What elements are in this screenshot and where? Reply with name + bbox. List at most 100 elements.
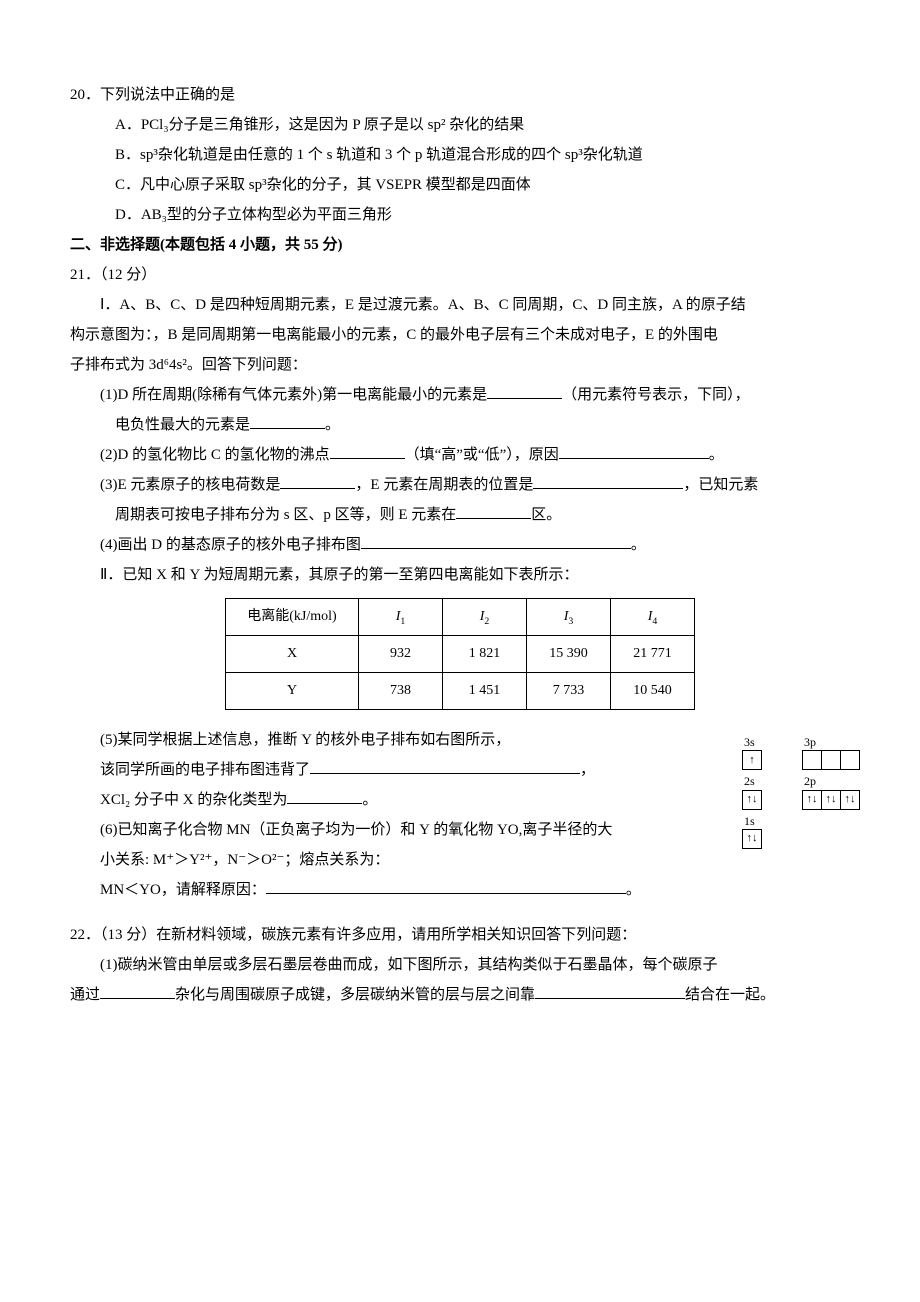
td: X <box>226 635 359 672</box>
q21-5-c: ， <box>580 762 595 778</box>
q21-partII: Ⅱ．已知 X 和 Y 为短周期元素，其原子的第一至第四电离能如下表所示： <box>70 560 850 590</box>
table-row: 电离能(kJ/mol) I1 I2 I3 I4 <box>226 598 695 635</box>
orb-row-1: 1s ↑↓ <box>742 814 860 849</box>
orb-box: ↑↓ <box>802 790 822 810</box>
orb-label-2p: 2p <box>802 774 816 788</box>
q21-3-a: (3)E 元素原子的核电荷数是 <box>100 477 280 493</box>
q21-4-b: 。 <box>631 537 646 553</box>
table-row: X 932 1 821 15 390 21 771 <box>226 635 695 672</box>
td: 738 <box>359 672 443 709</box>
td: 1 821 <box>443 635 527 672</box>
orb-box <box>802 750 822 770</box>
q21-2-a: (2)D 的氢化物比 C 的氢化物的沸点 <box>100 447 330 463</box>
q21-partI-l2: 构示意图为：，B 是同周期第一电离能最小的元素，C 的最外电子层有三个未成对电子… <box>70 320 850 350</box>
blank <box>250 413 325 429</box>
q20-opt-a: A．PCl₃分子是三角锥形，这是因为 P 原子是以 sp² 杂化的结果 <box>70 110 850 140</box>
td: 10 540 <box>611 672 695 709</box>
blank <box>100 983 175 999</box>
orb-box: ↑↓ <box>742 829 762 849</box>
q21-5-l3: XCl₂ 分子中 X 的杂化类型为 。 <box>70 785 680 815</box>
q22-1-b: 通过 <box>70 987 100 1003</box>
blank <box>535 983 685 999</box>
q21-5-e: 。 <box>362 792 377 808</box>
q20-opt-d: D．AB₃型的分子立体构型必为平面三角形 <box>70 200 850 230</box>
th-i1: I1 <box>359 598 443 635</box>
q21-1-a: (1)D 所在周期(除稀有气体元素外)第一电离能最小的元素是 <box>100 387 487 403</box>
orb-box: ↑↓ <box>840 790 860 810</box>
orb-label-1s: 1s <box>742 814 755 828</box>
q21-5-l1: (5)某同学根据上述信息，推断 Y 的核外电子排布如右图所示， <box>70 725 680 755</box>
table-row: Y 738 1 451 7 733 10 540 <box>226 672 695 709</box>
td: 21 771 <box>611 635 695 672</box>
th-i4: I4 <box>611 598 695 635</box>
q21-1: (1)D 所在周期(除稀有气体元素外)第一电离能最小的元素是 （用元素符号表示，下… <box>70 380 850 410</box>
blank <box>287 788 362 804</box>
blank <box>330 443 405 459</box>
blank <box>487 383 562 399</box>
q21-1-d: 。 <box>325 417 340 433</box>
q21-5-6-block: 3s ↑ 3p 2s ↑↓ 2p <box>70 725 850 905</box>
q21-3-d: 周期表可按电子排布分为 s 区、p 区等，则 E 元素在 <box>115 507 456 523</box>
q21-6-c: MN＜YO，请解释原因： <box>100 882 266 898</box>
q21-5-d: XCl₂ 分子中 X 的杂化类型为 <box>100 792 287 808</box>
orb-label-3p: 3p <box>802 735 816 749</box>
blank <box>456 503 531 519</box>
td: 932 <box>359 635 443 672</box>
q20-opt-c: C．凡中心原子采取 sp³杂化的分子，其 VSEPR 模型都是四面体 <box>70 170 850 200</box>
q21-header: 21．（12 分） <box>70 260 850 290</box>
q22-1-l1: (1)碳纳米管由单层或多层石墨层卷曲而成，如下图所示，其结构类似于石墨晶体，每个… <box>70 950 850 980</box>
q21-1-c: 电负性最大的元素是 <box>115 417 250 433</box>
q21-1-cont: 电负性最大的元素是 。 <box>70 410 850 440</box>
orb-label-2s: 2s <box>742 774 755 788</box>
q21-1-b: （用元素符号表示，下同）， <box>562 387 750 403</box>
blank <box>533 473 683 489</box>
q21-5-b: 该同学所画的电子排布图违背了 <box>100 762 310 778</box>
q21-3-c: ，已知元素 <box>683 477 758 493</box>
q22-1-c: 杂化与周围碳原子成键，多层碳纳米管的层与层之间靠 <box>175 987 535 1003</box>
q21-6-d: 。 <box>626 882 641 898</box>
orb-box <box>840 750 860 770</box>
th-i3: I3 <box>527 598 611 635</box>
orbital-diagram: 3s ↑ 3p 2s ↑↓ 2p <box>742 735 860 853</box>
ionization-table: 电离能(kJ/mol) I1 I2 I3 I4 X 932 1 821 15 3… <box>225 598 695 710</box>
q21-6-l1: (6)已知离子化合物 MN（正负离子均为一价）和 Y 的氧化物 YO,离子半径的… <box>70 815 680 845</box>
orb-row-2: 2s ↑↓ 2p ↑↓ ↑↓ ↑↓ <box>742 774 860 809</box>
q21-body: Ⅰ．A、B、C、D 是四种短周期元素，E 是过渡元素。A、B、C 同周期，C、D… <box>70 290 850 905</box>
blank <box>280 473 355 489</box>
q21-partI-l1: Ⅰ．A、B、C、D 是四种短周期元素，E 是过渡元素。A、B、C 同周期，C、D… <box>70 290 850 320</box>
q21-2-b: （填“高”或“低”），原因 <box>405 447 559 463</box>
q21-6-l2: 小关系: M⁺＞Y²⁺，N⁻＞O²⁻；熔点关系为： <box>70 845 680 875</box>
td: 1 451 <box>443 672 527 709</box>
orb-row-3: 3s ↑ 3p <box>742 735 860 770</box>
orb-box: ↑ <box>742 750 762 770</box>
orb-box <box>821 750 841 770</box>
th-label: 电离能(kJ/mol) <box>226 598 359 635</box>
q22-header: 22．（13 分）在新材料领域，碳族元素有许多应用，请用所学相关知识回答下列问题… <box>70 920 850 950</box>
orb-box: ↑↓ <box>821 790 841 810</box>
blank <box>266 878 626 894</box>
td: Y <box>226 672 359 709</box>
orb-box: ↑↓ <box>742 790 762 810</box>
q20-stem: 20．下列说法中正确的是 <box>70 80 850 110</box>
th-i2: I2 <box>443 598 527 635</box>
td: 7 733 <box>527 672 611 709</box>
q21-3-b: ，E 元素在周期表的位置是 <box>355 477 533 493</box>
q21-4-a: (4)画出 D 的基态原子的核外电子排布图 <box>100 537 361 553</box>
q21-6-l3: MN＜YO，请解释原因： 。 <box>70 875 850 905</box>
orb-label-3s: 3s <box>742 735 755 749</box>
q21-2: (2)D 的氢化物比 C 的氢化物的沸点 （填“高”或“低”），原因 。 <box>70 440 850 470</box>
q22-1-l2: 通过 杂化与周围碳原子成键，多层碳纳米管的层与层之间靠 结合在一起。 <box>70 980 850 1010</box>
q21-5-l2: 该同学所画的电子排布图违背了 ， <box>70 755 680 785</box>
blank <box>559 443 709 459</box>
blank <box>310 758 580 774</box>
td: 15 390 <box>527 635 611 672</box>
q21-3-e: 区。 <box>531 507 561 523</box>
blank <box>361 533 631 549</box>
q21-partI-l3: 子排布式为 3d⁶4s²。回答下列问题： <box>70 350 850 380</box>
q21-2-c: 。 <box>709 447 724 463</box>
q21-4: (4)画出 D 的基态原子的核外电子排布图 。 <box>70 530 850 560</box>
section-2-title: 二、非选择题(本题包括 4 小题，共 55 分) <box>70 230 850 260</box>
q21-3: (3)E 元素原子的核电荷数是 ，E 元素在周期表的位置是 ，已知元素 <box>70 470 850 500</box>
q22-1-d: 结合在一起。 <box>685 987 775 1003</box>
q21-3-cont: 周期表可按电子排布分为 s 区、p 区等，则 E 元素在 区。 <box>70 500 850 530</box>
